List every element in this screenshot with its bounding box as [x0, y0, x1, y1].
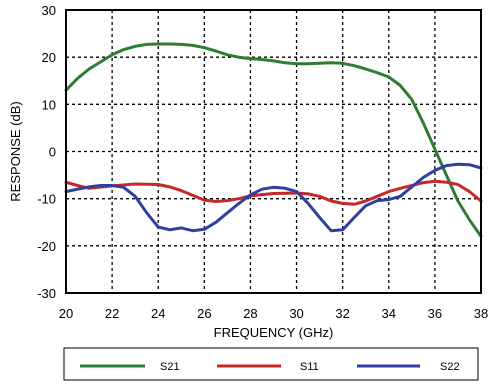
y-tick-label: -20 [37, 239, 56, 254]
legend-label-s11: S11 [300, 361, 319, 373]
x-tick-label: 26 [197, 306, 211, 321]
grid-lines [66, 10, 481, 293]
x-tick-label: 36 [428, 306, 442, 321]
x-tick-label: 38 [474, 306, 488, 321]
y-tick-label: 20 [42, 50, 56, 65]
series-line-s21 [64, 42, 483, 238]
x-tick-label: 28 [243, 306, 257, 321]
x-tick-label: 20 [59, 306, 73, 321]
plot-frame [65, 9, 482, 294]
legend-label-s22: S22 [440, 361, 460, 373]
series-line-s11 [64, 179, 483, 206]
x-axis-title: FREQUENCY (GHz) [214, 325, 334, 340]
x-tick-label: 32 [335, 306, 349, 321]
x-tick-label: 34 [382, 306, 396, 321]
legend-box [63, 347, 479, 381]
y-axis-title: RESPONSE (dB) [8, 101, 23, 201]
series-layer [64, 42, 483, 238]
y-tick-label: 0 [49, 145, 56, 160]
legend-label-s21: S21 [160, 361, 180, 373]
x-tick-label: 22 [105, 306, 119, 321]
legend: S21 S11 S22 [80, 361, 460, 373]
tick-labels: 20 22 24 26 28 30 32 34 36 38 30 20 10 0 -10 -20 -30 [37, 3, 488, 321]
y-tick-label: -30 [37, 286, 56, 301]
x-tick-label: 30 [289, 306, 303, 321]
y-tick-label: 10 [42, 97, 56, 112]
series-line-s22 [64, 162, 483, 233]
x-tick-label: 24 [151, 306, 165, 321]
y-tick-label: 30 [42, 3, 56, 18]
y-tick-label: -10 [37, 192, 56, 207]
